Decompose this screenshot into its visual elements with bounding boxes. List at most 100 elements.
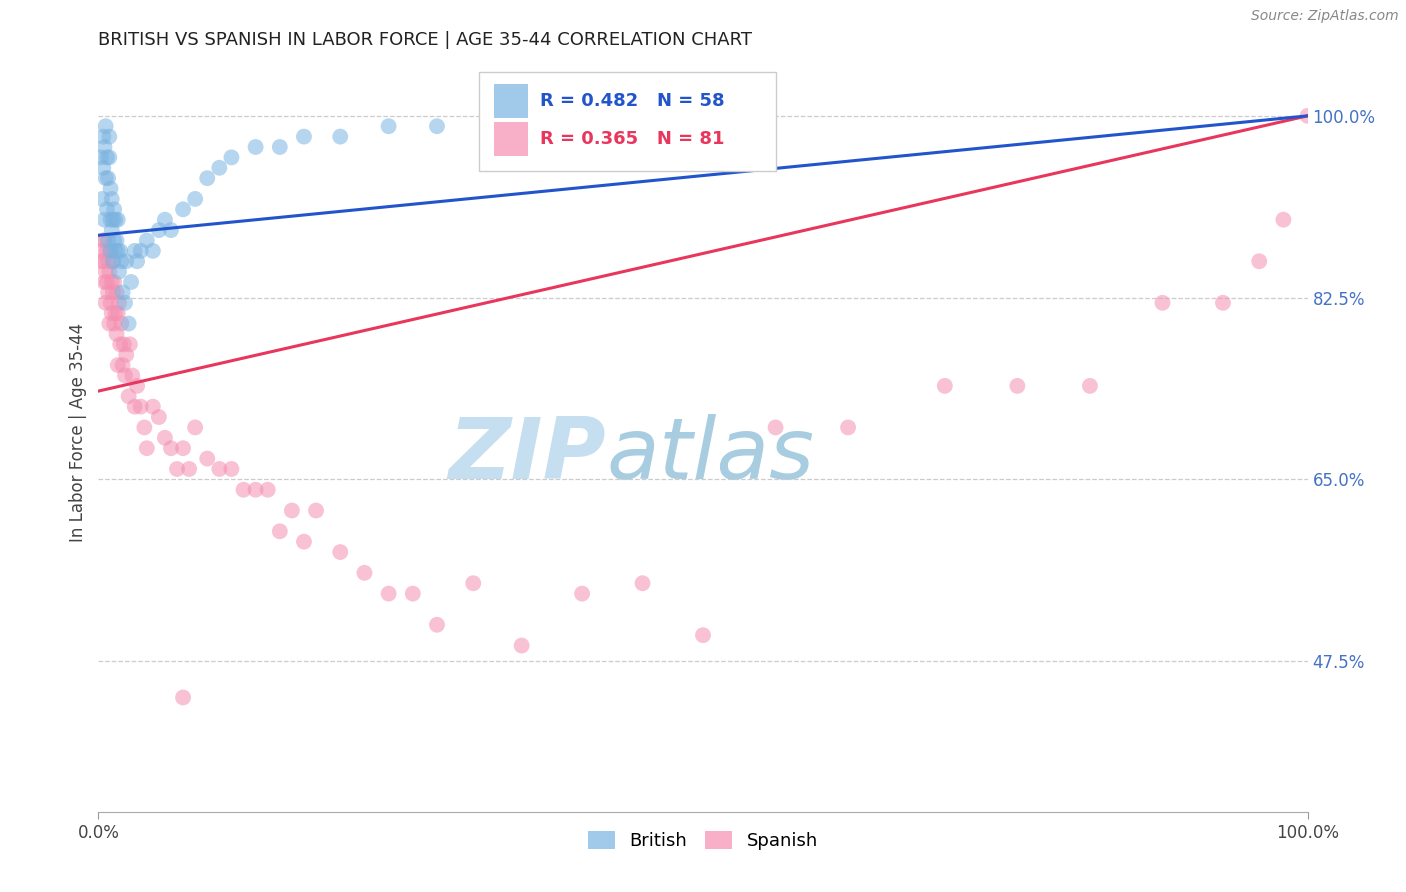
Point [329,129,352,144]
Point [105,234,128,248]
Point [104,212,127,227]
Point [94,265,117,279]
Point [377,586,399,600]
Y-axis label: In Labor Force | Age 35-44: In Labor Force | Age 35-44 [69,323,87,542]
Point [426,617,449,632]
Point [571,586,593,600]
Point [114,295,136,310]
Legend: British, Spanish: British, Spanish [581,823,825,857]
Point [292,129,315,144]
Point [245,483,267,497]
Point [94,171,117,186]
Point [108,265,131,279]
Point [115,254,138,268]
Point [105,285,128,300]
Point [107,244,129,258]
Point [98,129,121,144]
Point [124,400,146,414]
Point [571,111,593,125]
Point [100,306,122,320]
Point [124,244,146,258]
Point [221,462,243,476]
Point [1078,379,1101,393]
Point [486,114,509,128]
Point [510,639,533,653]
Point [127,254,149,268]
Point [135,234,157,248]
Point [97,234,120,248]
Point [91,192,114,206]
Point [692,628,714,642]
Point [101,254,124,268]
Point [135,441,157,455]
Point [1007,379,1029,393]
Point [96,202,118,217]
Point [107,306,129,320]
Point [98,265,121,279]
Point [195,171,218,186]
Point [108,337,131,351]
Point [100,192,122,206]
Bar [494,84,527,119]
Point [97,171,120,186]
Point [93,212,115,227]
Text: atlas: atlas [606,414,814,497]
Point [232,483,254,497]
Point [105,326,128,341]
Bar [494,122,527,156]
Point [97,285,120,300]
Point [114,368,136,383]
Point [107,358,129,372]
Point [166,462,188,476]
Point [160,441,183,455]
Point [93,234,115,248]
Text: BRITISH VS SPANISH IN LABOR FORCE | AGE 35-44 CORRELATION CHART: BRITISH VS SPANISH IN LABOR FORCE | AGE … [98,31,752,49]
Point [98,150,121,164]
Point [153,431,176,445]
Point [208,161,231,175]
Point [837,420,859,434]
Point [631,576,654,591]
Point [127,379,149,393]
Point [100,244,122,258]
Point [142,400,165,414]
Point [1212,295,1234,310]
Point [100,181,122,195]
Point [91,254,114,268]
Point [91,129,114,144]
Point [160,223,183,237]
Point [1296,109,1319,123]
Point [96,275,118,289]
Point [129,244,152,258]
Point [93,275,115,289]
Point [134,420,156,434]
Point [111,285,134,300]
Point [96,244,118,258]
Point [269,524,291,539]
Point [148,410,170,425]
Point [103,234,125,248]
Point [107,212,129,227]
Point [118,389,141,403]
Point [96,150,118,164]
Point [115,348,138,362]
Point [208,462,231,476]
Point [103,275,125,289]
Point [90,150,112,164]
Point [765,420,787,434]
Point [118,317,141,331]
Point [148,223,170,237]
Point [103,202,125,217]
Point [142,244,165,258]
Point [101,212,124,227]
Point [108,295,131,310]
Text: R = 0.365   N = 81: R = 0.365 N = 81 [540,130,724,148]
Point [94,295,117,310]
Point [104,244,127,258]
Point [100,223,122,237]
Point [121,368,143,383]
Point [153,212,176,227]
Point [98,317,121,331]
Text: Source: ZipAtlas.com: Source: ZipAtlas.com [1251,9,1399,23]
Point [104,306,127,320]
